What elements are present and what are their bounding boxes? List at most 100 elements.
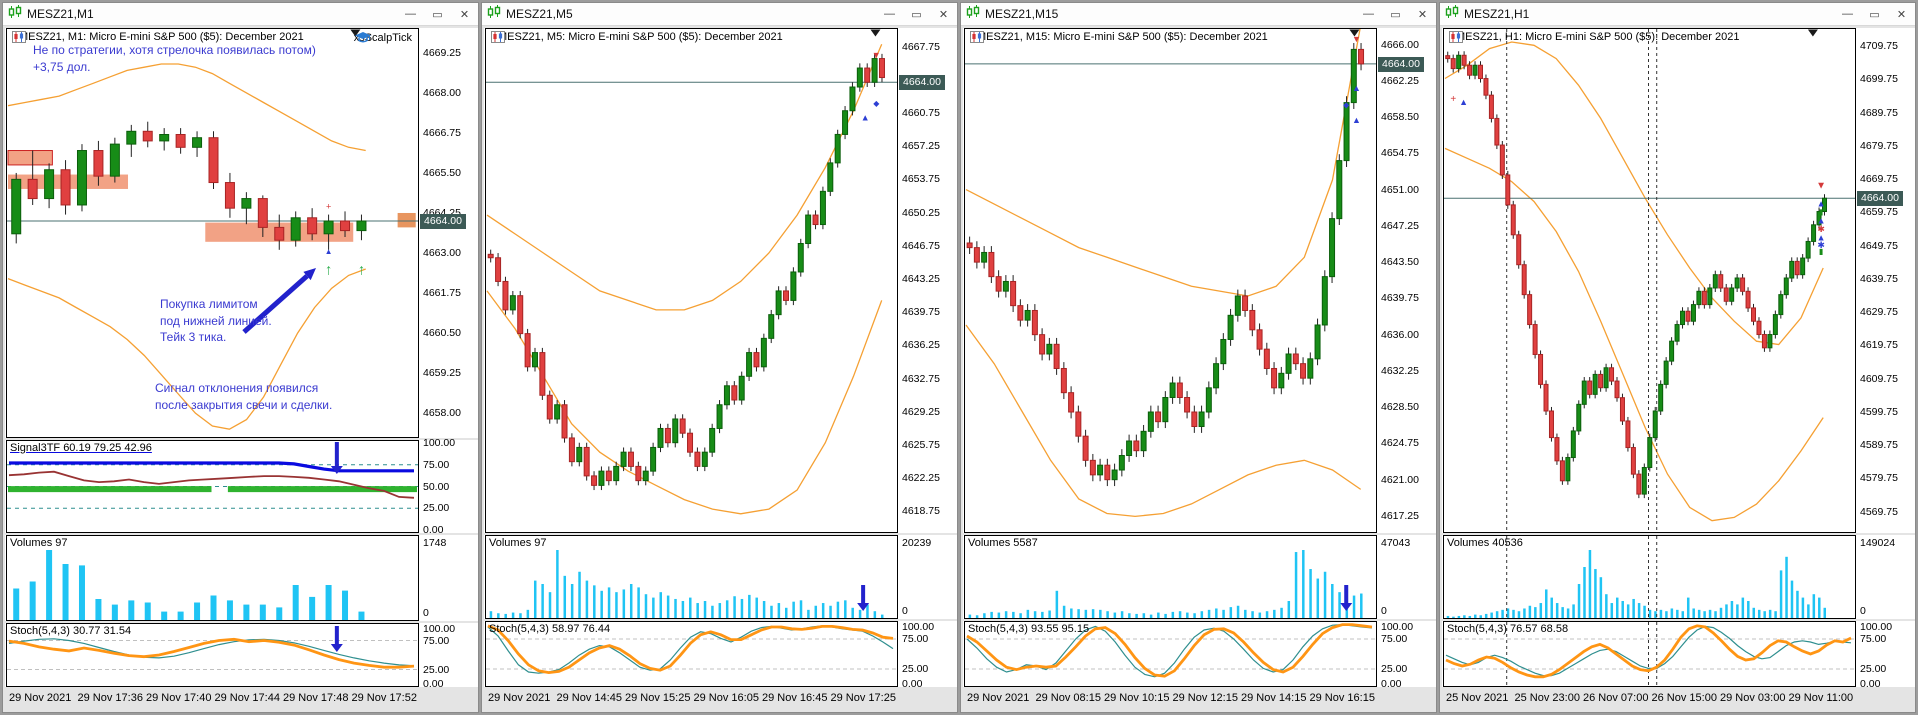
price-axis: 100.00 75.00 25.00 0.00 <box>1378 621 1436 690</box>
time-label: 29 Nov 17:48 <box>283 692 349 704</box>
window-controls: — ▭ ✕ <box>397 3 478 25</box>
trade-markers: ▼ ▲◆▲ <box>1343 34 1361 125</box>
maximize-button[interactable]: ▭ <box>911 8 922 21</box>
current-bar-marker <box>1349 29 1360 37</box>
time-axis[interactable]: 29 Nov 2021 29 Nov 14:45 29 Nov 15:25 29 No… <box>484 689 955 709</box>
chart-window-h1: MESZ21,H1—▭✕▼▲▮▲✱▲✱▮▼▲+MESZ21, H1: Micro… <box>1439 2 1916 713</box>
time-axis[interactable]: 29 Nov 2021 29 Nov 17:36 29 Nov 17:40 29 No… <box>5 689 476 709</box>
bollinger-bands <box>965 28 1362 518</box>
volumes-label: Volumes 97 <box>10 537 68 549</box>
svg-text:▼: ▼ <box>872 50 881 60</box>
minimize-button[interactable]: — <box>405 8 416 20</box>
stochastic-plot[interactable] <box>485 621 898 687</box>
axis-label: 4639.75 <box>902 306 940 319</box>
minimize-button[interactable]: — <box>1842 8 1853 20</box>
close-button[interactable]: ✕ <box>938 8 949 21</box>
axis-label: 25.00 <box>1381 663 1408 675</box>
time-label: 29 Nov 16:45 <box>762 692 828 704</box>
time-label: 29 Nov 17:36 <box>77 692 143 704</box>
axis-label: 4668.00 <box>423 86 461 99</box>
window-content: ▼ ◆ ▲ MESZ21, M5: Micro E-mini S&P 500 ($5)… <box>482 26 957 712</box>
maximize-button[interactable]: ▭ <box>1390 8 1401 21</box>
price-axis: 100.00 75.00 25.00 0.00 <box>1857 621 1915 690</box>
stochastic-panel: Stoch(5,4,3) 58.97 76.44 100.00 75.00 25.00… <box>484 621 957 690</box>
volumes-label: Volumes 5587 <box>968 537 1038 549</box>
price-panel: ▼ ◆ ▲ MESZ21, M5: Micro E-mini S&P 500 ($5)… <box>484 28 957 533</box>
axis-label: 0.00 <box>902 678 923 690</box>
time-label: 29 Nov 15:25 <box>625 692 691 704</box>
window-titlebar[interactable]: MESZ21,M15 — ▭ ✕ <box>961 3 1436 26</box>
axis-label: 4709.75 <box>1860 40 1898 53</box>
volumes-plot[interactable] <box>1443 535 1856 619</box>
stochastic-plot[interactable] <box>6 623 419 687</box>
volumes-panel: Volumes 5587 47043 0 <box>963 535 1436 619</box>
price-chart[interactable]: ↑ ↑ ▲ + <box>6 28 419 438</box>
window-titlebar[interactable]: MESZ21,H1 — ▭ ✕ <box>1440 3 1915 26</box>
axis-label: 4643.25 <box>902 273 940 286</box>
price-chart[interactable]: ▼ ▲◆▲ <box>964 28 1377 533</box>
close-button[interactable]: ✕ <box>459 8 470 21</box>
svg-text:↑: ↑ <box>325 261 333 278</box>
axis-label: 4659.75 <box>1860 206 1898 219</box>
axis-label: 4669.25 <box>423 46 461 59</box>
volumes-panel: Volumes 40536 149024 0 <box>1442 535 1915 619</box>
chart-header-label: MESZ21, M1: Micro E-mini S&P 500 ($5): D… <box>19 31 304 43</box>
volumes-plot[interactable] <box>964 535 1377 619</box>
time-label: 29 Nov 16:05 <box>693 692 759 704</box>
maximize-button[interactable]: ▭ <box>432 8 443 21</box>
volumes-plot[interactable] <box>485 535 898 619</box>
current-bar-marker <box>350 29 361 37</box>
axis-label: 4646.75 <box>902 239 940 252</box>
window-titlebar[interactable]: MESZ21,M5 — ▭ ✕ <box>482 3 957 26</box>
stochastic-plot[interactable] <box>1443 621 1856 687</box>
svg-text:▲: ▲ <box>1459 97 1468 107</box>
minimize-button[interactable]: — <box>884 8 895 20</box>
time-label: 29 Nov 14:45 <box>556 692 622 704</box>
price-chart[interactable]: ▼ ◆▲ <box>485 28 898 533</box>
axis-label: 4662.25 <box>1381 74 1419 87</box>
time-axis[interactable]: 25 Nov 2021 25 Nov 23:00 26 Nov 07:00 26 No… <box>1442 689 1913 709</box>
signal3tf-plot[interactable] <box>6 440 419 533</box>
candlestick-symbol-icon <box>966 4 980 24</box>
chart-window-m15: MESZ21,M15 — ▭ ✕ ▼ ▲ ◆ ▲ MESZ21, M15: Micro E-mi… <box>960 2 1437 713</box>
svg-text:✱: ✱ <box>1817 240 1825 250</box>
time-label: 29 Nov 17:40 <box>146 692 212 704</box>
current-price-tag: 4664.00 <box>420 213 466 229</box>
window-content: ▼ ▲ ◆ ▲ MESZ21, M15: Micro E-mini S&P 500 ($… <box>961 26 1436 712</box>
candles <box>966 43 1365 487</box>
axis-label: 4660.50 <box>423 327 461 340</box>
axis-label: 4636.25 <box>902 339 940 352</box>
svg-text:▲: ▲ <box>1352 115 1361 125</box>
window-title: MESZ21,M15 <box>985 7 1059 21</box>
bollinger-bands <box>7 63 366 430</box>
axis-label: 4629.25 <box>902 405 940 418</box>
chart-header: MESZ21, M1: Micro E-mini S&P 500 ($5): D… <box>11 31 304 43</box>
svg-text:▼: ▼ <box>1816 180 1826 191</box>
chart-header: MESZ21, M15: Micro E-mini S&P 500 ($5): … <box>969 31 1268 43</box>
close-button[interactable]: ✕ <box>1417 8 1428 21</box>
volumes-plot[interactable] <box>6 535 419 621</box>
axis-label: 25.00 <box>1860 663 1887 675</box>
axis-label: 4639.75 <box>1860 272 1898 285</box>
volume-bars <box>1446 550 1826 618</box>
maximize-button[interactable]: ▭ <box>1869 8 1880 21</box>
price-axis: 47043 0 <box>1378 535 1436 619</box>
stochastic-label: Stoch(5,4,3) 76.57 68.58 <box>1447 623 1569 635</box>
stochastic-plot[interactable] <box>964 621 1377 687</box>
axis-label: 100.00 <box>1381 621 1414 633</box>
time-axis[interactable]: 29 Nov 2021 29 Nov 08:15 29 Nov 10:15 29 No… <box>963 689 1434 709</box>
price-chart[interactable]: ▼▲▮▲✱▲✱▮▼▲+ <box>1443 28 1856 533</box>
current-bar-marker <box>1807 29 1818 37</box>
axis-label: 4666.75 <box>423 126 461 139</box>
axis-label: 0.00 <box>1860 678 1881 690</box>
axis-label: 4665.50 <box>423 166 461 179</box>
axis-label: 4699.75 <box>1860 73 1898 86</box>
current-price-tag: 4664.00 <box>899 75 945 91</box>
axis-label: 4569.75 <box>1860 505 1898 518</box>
minimize-button[interactable]: — <box>1363 8 1374 20</box>
window-controls: — ▭ ✕ <box>876 3 957 25</box>
close-button[interactable]: ✕ <box>1896 8 1907 21</box>
time-label: 29 Nov 17:44 <box>214 692 280 704</box>
window-titlebar[interactable]: MESZ21,M1 — ▭ ✕ <box>3 3 478 26</box>
